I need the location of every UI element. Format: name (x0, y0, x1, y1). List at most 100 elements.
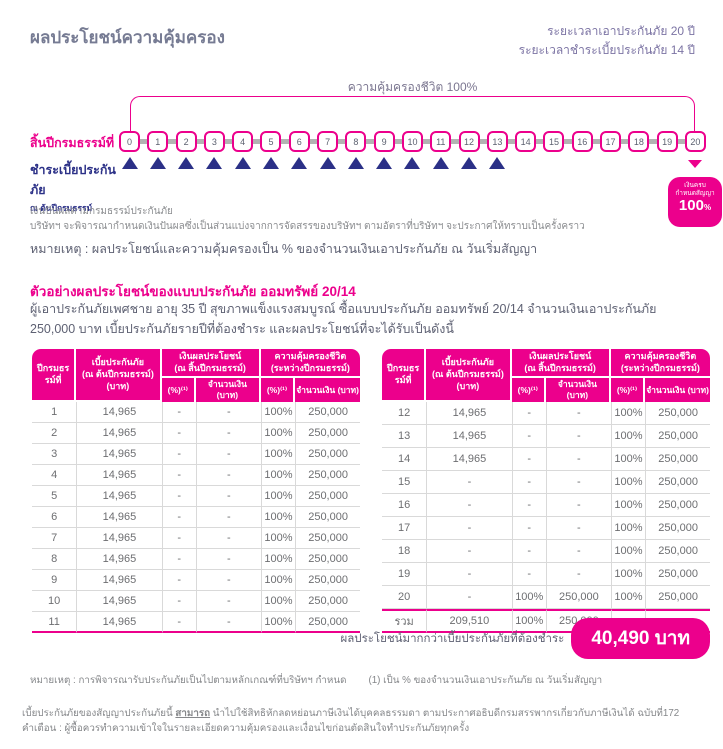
marker-slot-15 (543, 157, 564, 171)
table-cell: 100% (260, 591, 296, 613)
year-box-13: 13 (486, 131, 508, 152)
marker-slot-11 (430, 157, 451, 171)
table-cell: 250,000 (645, 586, 710, 610)
table-row: 7 14,965- -100% 250,000 (32, 528, 360, 550)
example-description: ผู้เอาประกันภัยเพศชาย อายุ 35 ปี สุขภาพแ… (30, 302, 657, 336)
table-row: 13 14,965- -100% 250,000 (382, 425, 710, 449)
policy-periods: ระยะเวลาเอาประกันภัย 20 ปี ระยะเวลาชำระเ… (519, 22, 695, 59)
marker-slot-20 (685, 157, 706, 171)
table-cell: - (161, 570, 196, 592)
table-cell: 100% (260, 549, 296, 571)
premium-payment-markers (119, 157, 706, 171)
coverage-bracket (130, 96, 695, 140)
marker-slot-16 (572, 157, 593, 171)
table-cell: - (161, 486, 196, 508)
table-row: 18- - -100% 250,000 (382, 540, 710, 564)
premium-triangle-icon (206, 157, 223, 169)
coverage-period: ระยะเวลาเอาประกันภัย 20 ปี (547, 24, 695, 38)
marker-slot-9 (374, 157, 395, 171)
table-cell: - (161, 528, 196, 550)
maturity-badge-value: 100% (678, 196, 712, 214)
table-cell: 7 (32, 528, 77, 550)
table-row: 5 14,965- -100% 250,000 (32, 486, 360, 508)
table-cell: 100% (260, 612, 296, 634)
warning-note: คำเตือน : ผู้ซื้อควรทำความเข้าใจในรายละเ… (22, 722, 470, 734)
table-cell: - (161, 423, 196, 445)
table-cell: 100% (511, 586, 546, 610)
marker-slot-10 (402, 157, 423, 171)
table-cell: 100% (610, 586, 646, 610)
table-cell: 14 (382, 448, 427, 472)
year-box-17: 17 (600, 131, 622, 152)
table-cell: 14,965 (76, 444, 162, 466)
summary: ผลประโยชน์มากกว่าเบี้ยประกันภัยที่ต้องชำ… (340, 618, 710, 659)
dividend-note: เงินปันผลตามกรมธรรม์ประกันภัย บริษัทฯ จะ… (30, 205, 585, 234)
payment-period: ระยะเวลาชำระเบี้ยประกันภัย 14 ปี (518, 42, 695, 57)
table-cell: 100% (610, 448, 646, 472)
marker-slot-6 (289, 157, 310, 171)
table-cell: 250,000 (295, 570, 360, 592)
table-cell: - (161, 612, 196, 634)
table-header: ปีกรมธรรม์ที่ เบี้ยประกันภัย (ณ ต้นปีกรม… (32, 349, 360, 403)
table-cell: - (426, 471, 512, 495)
table-cell: - (195, 465, 261, 487)
table-cell: - (195, 402, 261, 424)
table-cell: 250,000 (295, 612, 360, 634)
footer-note: หมายเหตุ : การพิจารณารับประกันภัยเป็นไปต… (30, 673, 602, 688)
example-heading: ตัวอย่างผลประโยชน์ของแบบประกันภัย ออมทรั… (30, 284, 356, 299)
col-benefit-amount: จำนวนเงิน (บาท) (545, 378, 611, 403)
table-cell: - (511, 563, 546, 587)
marker-slot-18 (628, 157, 649, 171)
marker-slot-7 (317, 157, 338, 171)
table-cell: - (545, 448, 611, 472)
table-cell: - (545, 540, 611, 564)
year-box-9: 9 (373, 131, 395, 152)
table-cell: 100% (260, 528, 296, 550)
table-cell: 13 (382, 425, 427, 449)
year-box-4: 4 (232, 131, 254, 152)
life-coverage-label: ความคุ้มครองชีวิต 100% (347, 80, 478, 94)
premium-triangle-icon (489, 157, 506, 169)
table-body-right: 12 14,965- -100% 250,000 13 14,965- -100% 250,0… (382, 402, 710, 634)
table-cell: 100% (610, 425, 646, 449)
marker-slot-8 (345, 157, 366, 171)
table-cell: 100% (260, 465, 296, 487)
year-box-11: 11 (430, 131, 452, 152)
table-cell: - (511, 471, 546, 495)
table-cell: 9 (32, 570, 77, 592)
marker-slot-1 (147, 157, 168, 171)
table-cell: 14,965 (76, 528, 162, 550)
marker-slot-2 (176, 157, 197, 171)
maturity-badge: เงินครบ กำหนดสัญญา 100% (668, 177, 722, 227)
dividend-note-line2: บริษัทฯ จะพิจารณากำหนดเงินปันผลซึ่งเป็นส… (30, 220, 585, 232)
table-cell: - (545, 471, 611, 495)
table-cell: 250,000 (295, 465, 360, 487)
table-row: 1 14,965- -100% 250,000 (32, 402, 360, 424)
table-cell: - (161, 591, 196, 613)
dividend-note-line1: เงินปันผลตามกรมธรรม์ประกันภัย (30, 206, 173, 217)
table-cell: 19 (382, 563, 427, 587)
premium-triangle-icon (461, 157, 478, 169)
marker-slot-5 (260, 157, 281, 171)
table-cell: 4 (32, 465, 77, 487)
table-cell: 250,000 (645, 540, 710, 564)
col-coverage-pct: (%)⁽¹⁾ (610, 378, 646, 403)
table-cell: 250,000 (295, 549, 360, 571)
year-box-16: 16 (571, 131, 593, 152)
col-benefit-pct: (%)⁽¹⁾ (161, 378, 196, 403)
year-box-3: 3 (203, 131, 225, 152)
table-cell: 209,510 (426, 609, 512, 634)
table-row: 9 14,965- -100% 250,000 (32, 570, 360, 592)
table-cell: 14,965 (76, 423, 162, 445)
table-cell: 250,000 (295, 591, 360, 613)
marker-slot-0 (119, 157, 140, 171)
table-cell: - (426, 563, 512, 587)
table-cell: 20 (382, 586, 427, 610)
col-premium: เบี้ยประกันภัย (ณ ต้นปีกรมธรรม์) (บาท) (76, 349, 162, 403)
table-cell: 100% (610, 402, 646, 426)
table-row: 14 14,965- -100% 250,000 (382, 448, 710, 472)
premium-triangle-icon (432, 157, 449, 169)
table-cell: - (195, 507, 261, 529)
maturity-badge-line1: เงินครบ (684, 182, 706, 189)
table-cell: 14,965 (76, 549, 162, 571)
